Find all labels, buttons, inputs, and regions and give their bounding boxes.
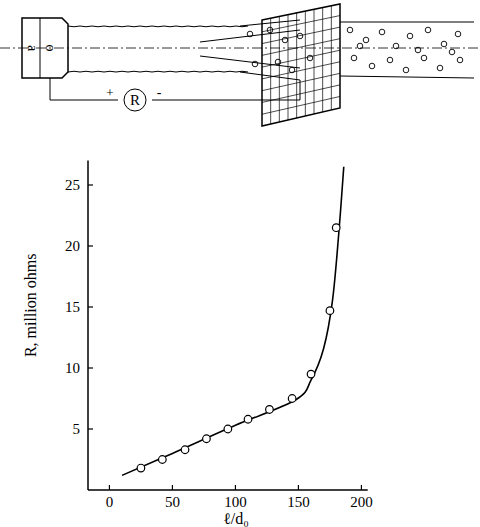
y-tick bbox=[88, 367, 93, 368]
droplet bbox=[379, 29, 385, 35]
droplet bbox=[421, 55, 427, 61]
screen bbox=[262, 4, 340, 126]
x-tick-label: 50 bbox=[165, 494, 180, 510]
droplet bbox=[441, 41, 447, 47]
jet-spread bbox=[200, 20, 300, 80]
y-axis-title: R, million ohms bbox=[22, 254, 39, 358]
spray-edge bbox=[340, 22, 474, 78]
y-tick bbox=[88, 306, 93, 307]
droplet bbox=[369, 63, 375, 69]
droplet bbox=[449, 49, 455, 55]
diagram: ao+R- bbox=[0, 4, 478, 126]
wire bbox=[50, 78, 300, 100]
data-point bbox=[332, 224, 340, 232]
y-tick-label: 20 bbox=[65, 238, 80, 254]
x-tick-label: 0 bbox=[106, 494, 114, 510]
x-tick bbox=[172, 485, 173, 490]
screen-wire bbox=[331, 6, 332, 110]
droplet bbox=[407, 33, 413, 39]
data-point bbox=[203, 435, 211, 443]
data-point bbox=[137, 464, 145, 472]
y-tick bbox=[88, 184, 93, 185]
centerline bbox=[0, 48, 478, 49]
screen-wire bbox=[262, 73, 340, 90]
screen-wire bbox=[262, 96, 340, 114]
y-axis bbox=[87, 161, 89, 490]
droplet bbox=[357, 43, 363, 49]
screen-wire bbox=[305, 11, 306, 116]
screen-wire bbox=[314, 9, 315, 114]
x-tick-label: 150 bbox=[287, 494, 310, 510]
chart: 0 50 100 150 200 5 10 15 20 25 ℓ/d₀ R, million ohms bbox=[22, 161, 373, 527]
data-point bbox=[181, 446, 189, 454]
figure: ao+R-050100150200510152025ℓ/d₀R, million… bbox=[0, 0, 480, 527]
droplet bbox=[403, 67, 409, 73]
fit-line bbox=[122, 167, 344, 476]
droplet bbox=[289, 67, 295, 73]
jet-edge bbox=[68, 26, 248, 28]
droplet bbox=[297, 33, 303, 39]
y-tick bbox=[88, 428, 93, 429]
droplet bbox=[252, 61, 258, 67]
x-tick bbox=[298, 485, 299, 490]
y-tick bbox=[88, 245, 93, 246]
droplet bbox=[415, 47, 421, 53]
droplet bbox=[275, 59, 281, 65]
jet-edge bbox=[68, 71, 248, 73]
droplet bbox=[282, 37, 288, 43]
data-point bbox=[266, 406, 274, 414]
droplet bbox=[307, 55, 313, 61]
x-axis bbox=[88, 489, 368, 491]
y-tick-label: 5 bbox=[73, 421, 81, 437]
data-point bbox=[224, 425, 232, 433]
screen-wire bbox=[322, 8, 323, 112]
y-tick-label: 25 bbox=[65, 177, 80, 193]
x-tick-label: 100 bbox=[224, 494, 247, 510]
data-point bbox=[159, 456, 167, 464]
meter-label: R bbox=[130, 92, 140, 108]
data-point bbox=[326, 307, 334, 315]
screen-wire bbox=[262, 62, 340, 79]
droplet bbox=[363, 37, 369, 43]
data-point bbox=[244, 415, 252, 423]
droplet bbox=[457, 57, 463, 63]
y-tick-label: 10 bbox=[65, 360, 80, 376]
screen-wire bbox=[270, 18, 271, 124]
screen-wire bbox=[288, 15, 289, 120]
x-tick bbox=[235, 485, 236, 490]
screen-wire bbox=[279, 16, 280, 122]
droplet bbox=[267, 27, 273, 33]
screen-frame bbox=[262, 4, 340, 126]
x-tick bbox=[361, 485, 362, 490]
x-tick bbox=[109, 485, 110, 490]
droplet bbox=[425, 27, 431, 33]
meter-plus: + bbox=[106, 85, 113, 100]
data-point bbox=[288, 395, 296, 403]
meter bbox=[124, 89, 146, 111]
droplet bbox=[347, 27, 353, 33]
droplet bbox=[247, 31, 253, 37]
droplet bbox=[437, 65, 443, 71]
meter-minus: - bbox=[157, 85, 162, 100]
data-point bbox=[307, 370, 315, 378]
y-tick-label: 15 bbox=[65, 299, 80, 315]
screen-wire bbox=[296, 13, 297, 118]
x-axis-title: ℓ/d₀ bbox=[223, 510, 249, 527]
droplet bbox=[393, 43, 399, 49]
droplet bbox=[351, 55, 357, 61]
droplet bbox=[455, 31, 461, 37]
x-tick-label: 200 bbox=[350, 494, 373, 510]
marks bbox=[122, 167, 344, 476]
droplet bbox=[387, 57, 393, 63]
